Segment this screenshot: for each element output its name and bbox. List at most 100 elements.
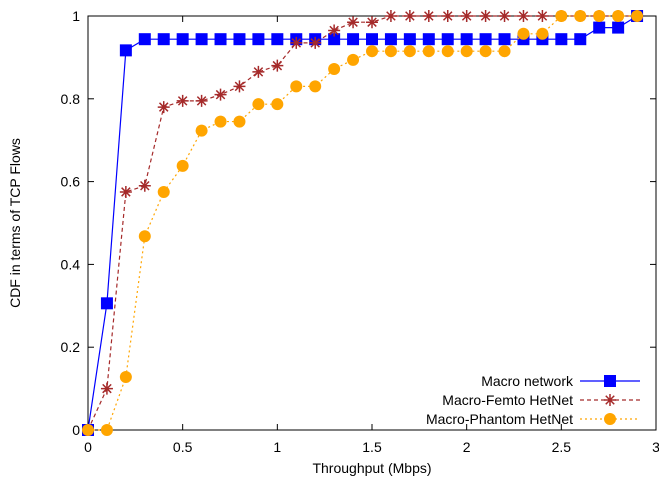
data-point-square — [574, 33, 586, 45]
data-point-star — [366, 16, 378, 28]
data-point-circle — [158, 186, 170, 198]
y-axis-label: CDF in terms of TCP Flows — [7, 138, 23, 308]
data-point-circle — [366, 45, 378, 57]
data-point-star — [604, 394, 616, 406]
data-point-square — [158, 33, 170, 45]
series-line — [88, 16, 637, 430]
data-point-square — [196, 33, 208, 45]
data-point-star — [158, 101, 170, 113]
data-point-star — [517, 10, 529, 22]
data-point-square — [215, 33, 227, 45]
data-point-star — [404, 10, 416, 22]
legend: Macro network Macro-Femto HetNet Macro-Pha… — [426, 373, 640, 427]
data-point-square — [233, 33, 245, 45]
data-point-star — [101, 383, 113, 395]
x-tick-label: 2.5 — [552, 439, 572, 455]
data-point-circle — [604, 413, 616, 425]
data-point-star — [423, 10, 435, 22]
data-point-square — [612, 22, 624, 34]
data-point-circle — [196, 125, 208, 137]
x-tick-label: 0.5 — [173, 439, 193, 455]
y-tick-label: 0.2 — [61, 339, 81, 355]
data-point-star — [347, 16, 359, 28]
data-point-circle — [536, 28, 548, 40]
data-point-star — [461, 10, 473, 22]
data-point-circle — [271, 98, 283, 110]
data-point-circle — [328, 63, 340, 75]
x-tick-label: 3 — [652, 439, 659, 455]
data-point-star — [139, 180, 151, 192]
data-point-star — [499, 10, 511, 22]
data-point-circle — [233, 116, 245, 128]
x-tick-label: 0 — [84, 439, 92, 455]
x-tick-label: 1 — [273, 439, 281, 455]
y-tick-label: 0.4 — [61, 256, 81, 272]
legend-label: Macro-Phantom HetNet — [426, 411, 573, 427]
legend-label: Macro network — [481, 373, 574, 389]
data-point-square — [139, 33, 151, 45]
data-point-circle — [347, 54, 359, 66]
y-tick-label: 0.8 — [61, 91, 81, 107]
legend-item: Macro-Femto HetNet — [442, 392, 640, 408]
data-point-circle — [215, 116, 227, 128]
data-point-square — [404, 33, 416, 45]
x-tick-label: 1.5 — [362, 439, 382, 455]
data-point-star — [536, 10, 548, 22]
data-point-square — [120, 44, 132, 56]
data-point-circle — [385, 45, 397, 57]
data-point-square — [385, 33, 397, 45]
data-point-square — [442, 33, 454, 45]
data-point-circle — [423, 45, 435, 57]
data-point-square — [347, 33, 359, 45]
data-point-star — [309, 37, 321, 49]
data-point-square — [480, 33, 492, 45]
data-point-circle — [139, 230, 151, 242]
x-axis-label: Throughput (Mbps) — [312, 460, 431, 476]
data-point-circle — [461, 45, 473, 57]
data-point-circle — [631, 10, 643, 22]
data-point-square — [593, 22, 605, 34]
data-point-circle — [177, 160, 189, 172]
data-point-circle — [480, 45, 492, 57]
data-point-circle — [574, 10, 586, 22]
data-point-circle — [555, 10, 567, 22]
data-point-circle — [252, 98, 264, 110]
x-tick-label: 2 — [463, 439, 471, 455]
series-line — [88, 16, 637, 430]
legend-item: Macro network — [481, 373, 640, 389]
data-point-circle — [517, 28, 529, 40]
plot-frame — [88, 16, 656, 430]
data-point-star — [252, 66, 264, 78]
data-point-star — [480, 10, 492, 22]
y-tick-label: 0 — [72, 422, 80, 438]
data-point-circle — [120, 371, 132, 383]
data-point-square — [366, 33, 378, 45]
data-point-circle — [290, 80, 302, 92]
data-point-star — [233, 80, 245, 92]
data-point-circle — [612, 10, 624, 22]
data-point-star — [271, 60, 283, 72]
data-point-square — [423, 33, 435, 45]
y-tick-label: 1 — [72, 8, 80, 24]
data-point-square — [461, 33, 473, 45]
data-point-star — [385, 10, 397, 22]
data-point-star — [442, 10, 454, 22]
legend-item: Macro-Phantom HetNet — [426, 411, 640, 427]
data-point-square — [101, 297, 113, 309]
data-point-star — [328, 24, 340, 36]
y-tick-label: 0.6 — [61, 174, 81, 190]
data-point-square — [177, 33, 189, 45]
data-point-circle — [442, 45, 454, 57]
data-point-square — [271, 33, 283, 45]
data-point-square — [555, 33, 567, 45]
data-point-circle — [499, 45, 511, 57]
data-point-circle — [82, 424, 94, 436]
data-point-star — [177, 95, 189, 107]
data-point-circle — [101, 424, 113, 436]
data-point-star — [120, 186, 132, 198]
data-point-star — [290, 37, 302, 49]
data-point-square — [499, 33, 511, 45]
series-line — [88, 16, 637, 430]
legend-label: Macro-Femto HetNet — [442, 392, 573, 408]
